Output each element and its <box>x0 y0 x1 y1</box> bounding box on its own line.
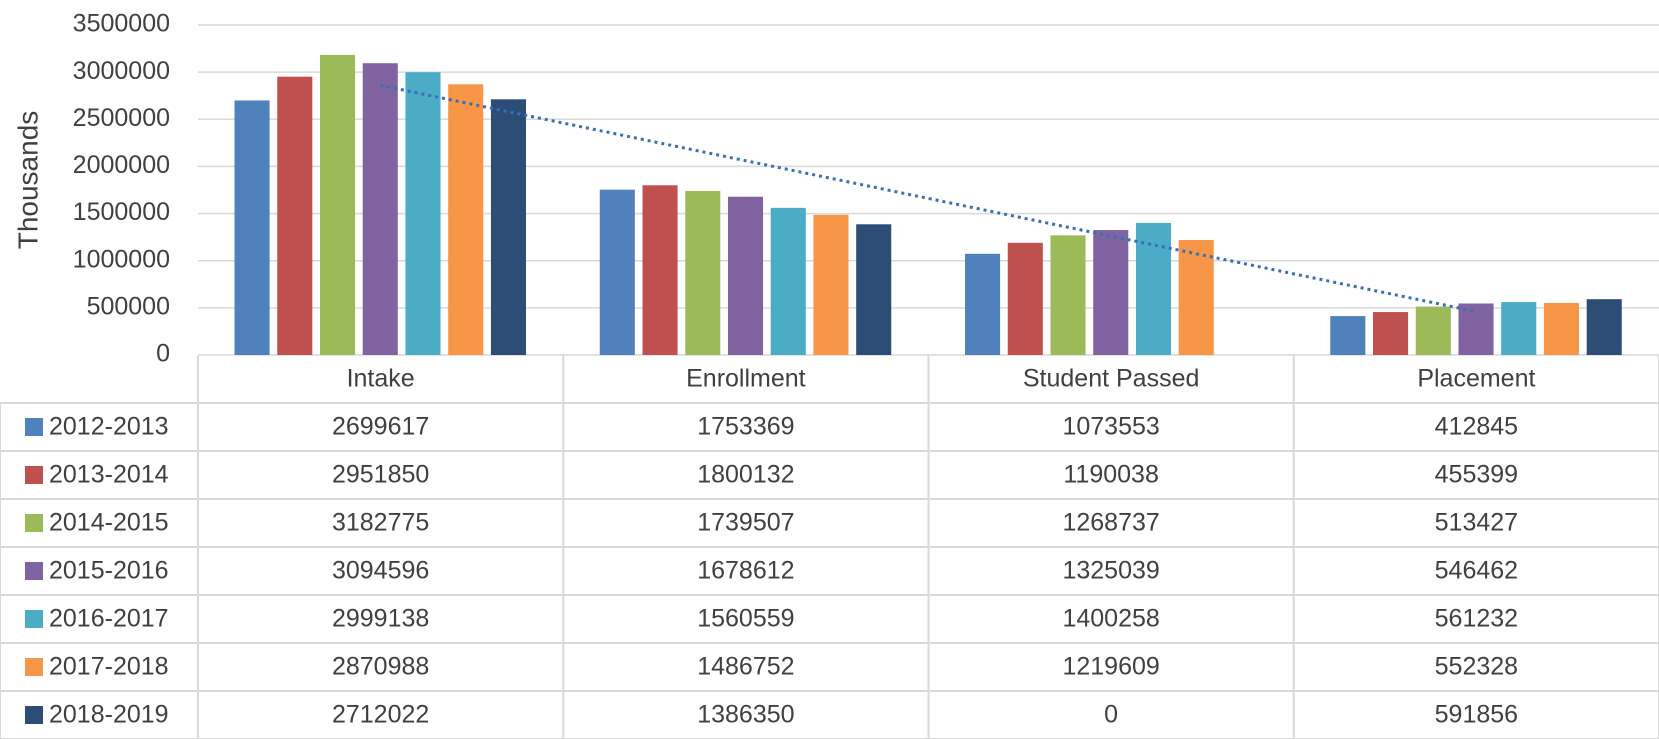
bar <box>1586 299 1622 355</box>
legend-label: 2017-2018 <box>49 653 169 681</box>
bar <box>362 63 398 355</box>
legend-swatch <box>25 514 43 532</box>
bar <box>1007 242 1043 355</box>
table-value: 1739507 <box>697 509 794 537</box>
table-value: 2699617 <box>332 413 429 441</box>
bar <box>1178 240 1214 355</box>
bar <box>448 84 484 355</box>
x-tick-label: Student Passed <box>1023 365 1200 393</box>
table-value: 1678612 <box>697 557 794 585</box>
y-tick-label: 0 <box>156 340 170 368</box>
legend-label: 2014-2015 <box>49 509 169 537</box>
bar <box>319 54 356 355</box>
table-value: 2999138 <box>332 605 429 633</box>
table-value: 0 <box>1104 701 1118 729</box>
table-value: 1486752 <box>697 653 794 681</box>
bar <box>813 214 849 355</box>
bar <box>1330 316 1366 355</box>
legend-swatch <box>25 418 43 436</box>
x-tick-label: Enrollment <box>686 365 806 393</box>
legend-swatch <box>25 658 43 676</box>
bar <box>1415 306 1451 355</box>
bar <box>234 100 270 355</box>
y-tick-label: 2500000 <box>73 104 170 132</box>
legend-swatch <box>25 610 43 628</box>
table-value: 455399 <box>1435 461 1518 489</box>
y-tick-label: 1500000 <box>73 198 170 226</box>
bar <box>1543 302 1580 355</box>
table-value: 1219609 <box>1062 653 1159 681</box>
bar <box>1373 312 1409 355</box>
table-value: 1400258 <box>1062 605 1159 633</box>
bar <box>405 72 441 356</box>
legend-swatch <box>25 706 43 724</box>
table-value: 513427 <box>1435 509 1518 537</box>
bar <box>856 224 892 355</box>
y-tick-label: 1000000 <box>73 245 170 273</box>
table-value: 412845 <box>1435 413 1518 441</box>
bar <box>1458 303 1494 355</box>
table-value: 2951850 <box>332 461 429 489</box>
legend-label: 2016-2017 <box>49 605 169 633</box>
bar <box>1135 222 1172 355</box>
table-value: 1073553 <box>1062 413 1159 441</box>
legend-swatch <box>25 562 43 580</box>
legend-label: 2015-2016 <box>49 557 169 585</box>
bar <box>490 99 526 355</box>
x-tick-label: Placement <box>1417 365 1535 393</box>
table-value: 3094596 <box>332 557 429 585</box>
y-tick-label: 3500000 <box>73 10 170 38</box>
y-tick-label: 500000 <box>87 292 170 320</box>
table-value: 546462 <box>1435 557 1518 585</box>
legend-label: 2013-2014 <box>49 461 169 489</box>
legend-swatch <box>25 466 43 484</box>
trendline <box>379 83 1477 313</box>
bar <box>1050 235 1086 355</box>
bar <box>770 207 806 355</box>
bar <box>642 185 678 355</box>
table-value: 2712022 <box>332 701 429 729</box>
table-value: 3182775 <box>332 509 429 537</box>
table-value: 1753369 <box>697 413 794 441</box>
x-tick-label: Intake <box>347 365 415 393</box>
bar <box>1093 230 1129 355</box>
bar <box>965 253 1001 355</box>
bar <box>277 76 313 356</box>
y-axis-label: Thousands <box>12 111 43 250</box>
bar <box>727 196 764 355</box>
y-tick-label: 2000000 <box>73 151 170 179</box>
bar <box>1501 302 1537 355</box>
y-tick-label: 3000000 <box>73 57 170 85</box>
table-value: 1800132 <box>697 461 794 489</box>
legend-label: 2018-2019 <box>49 701 169 729</box>
table-value: 1325039 <box>1062 557 1159 585</box>
table-value: 1386350 <box>697 701 794 729</box>
table-value: 1268737 <box>1062 509 1159 537</box>
bar <box>599 189 635 355</box>
table-value: 561232 <box>1435 605 1518 633</box>
table-value: 2870988 <box>332 653 429 681</box>
table-value: 1560559 <box>697 605 794 633</box>
table-value: 1190038 <box>1063 461 1158 489</box>
table-value: 591856 <box>1435 701 1518 729</box>
table-value: 552328 <box>1435 653 1518 681</box>
legend-label: 2012-2013 <box>49 413 169 441</box>
bar <box>685 190 721 355</box>
